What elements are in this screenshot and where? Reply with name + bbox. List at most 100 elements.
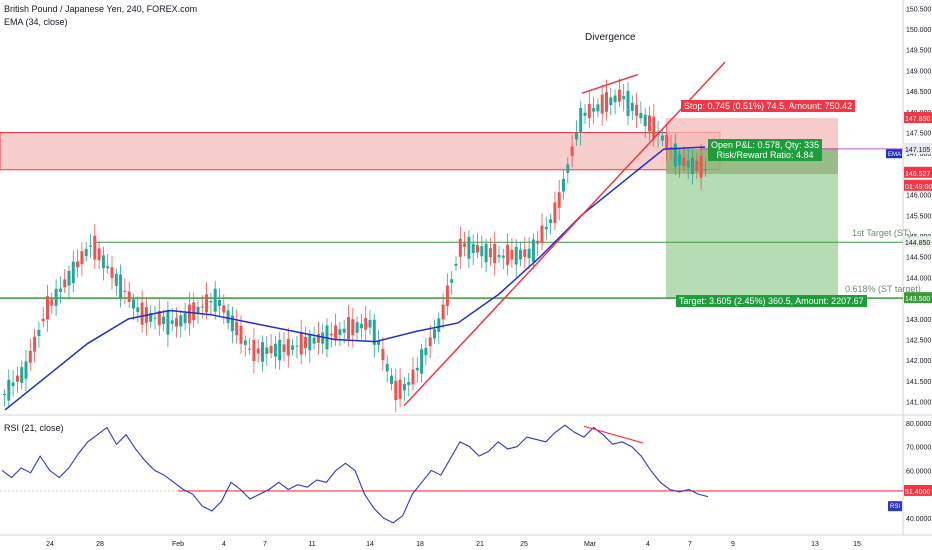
candle-body	[493, 243, 497, 264]
candle-body	[424, 347, 428, 356]
candle-body	[80, 251, 84, 265]
candle-body	[132, 299, 135, 309]
candle-body	[488, 248, 492, 258]
candle-body	[390, 375, 393, 384]
candle-body	[286, 338, 290, 356]
time-tick-label: Feb	[172, 541, 184, 548]
stop-info-label: Stop: 0.745 (0.51%) 74.5, Amount: 750.42	[681, 100, 856, 112]
candle-body	[463, 243, 467, 247]
time-tick-label: 21	[476, 541, 484, 548]
rsi-legend[interactable]: RSI (21, close)	[4, 423, 64, 433]
candle-body	[635, 104, 639, 116]
candle-body	[385, 363, 389, 372]
candle-body	[41, 318, 45, 322]
svg-text:01:49:00: 01:49:00	[905, 184, 932, 191]
candle-body	[622, 96, 626, 100]
time-tick-label: 14	[366, 541, 374, 548]
time-tick-label: 13	[811, 541, 819, 548]
candle-body	[355, 322, 359, 333]
candle-body	[282, 344, 286, 352]
candle-body	[454, 263, 458, 266]
candle-body	[58, 288, 62, 292]
price-tick-label: 147.000	[906, 151, 931, 158]
price-tick-label: 145.500	[906, 213, 931, 220]
svg-text:147.850: 147.850	[905, 116, 930, 123]
candle-body	[329, 333, 333, 336]
rsi-tick-label: 70.0000	[906, 445, 931, 452]
candle-body	[648, 115, 651, 132]
time-tick-label: 28	[96, 541, 104, 548]
candle-body	[527, 248, 531, 259]
price-tick-label: 150.000	[906, 27, 931, 34]
candle-body	[557, 192, 561, 208]
candle-body	[136, 307, 140, 313]
candle-body	[639, 112, 643, 119]
rsi-tag: RSI	[888, 501, 902, 512]
candle-body	[562, 178, 565, 192]
candle-body	[544, 226, 548, 230]
time-tick-label: 7	[688, 541, 692, 548]
candle-body	[660, 135, 664, 141]
divergence-label: Divergence	[585, 32, 636, 43]
candle-body	[106, 266, 110, 269]
candle-body	[295, 345, 299, 347]
candles	[3, 78, 707, 413]
candle-body	[256, 348, 260, 354]
candle-body	[596, 104, 600, 112]
entry-price-badge: 146.527	[904, 166, 932, 178]
candle-body	[703, 169, 707, 171]
candle-body	[368, 320, 372, 328]
candle-body	[372, 319, 376, 345]
candle-body	[501, 255, 505, 258]
candle-body	[273, 343, 277, 357]
candle-body	[613, 95, 617, 103]
candle-body	[183, 313, 187, 324]
price-tick-label: 144.000	[906, 275, 931, 282]
candle-body	[200, 306, 204, 308]
candle-body	[248, 348, 252, 350]
candle-body	[480, 246, 484, 257]
candle-body	[321, 332, 325, 344]
price-tick-label: 147.500	[906, 131, 931, 138]
candle-body	[338, 329, 342, 335]
candle-body	[536, 240, 540, 244]
price-tick-label: 141.000	[906, 400, 931, 407]
candle-body	[235, 321, 239, 336]
price-tick-label: 150.500	[906, 6, 931, 13]
candle-body	[420, 349, 424, 374]
candle-body	[166, 309, 170, 335]
candle-body	[162, 316, 166, 324]
candle-body	[157, 310, 161, 326]
candle-body	[523, 249, 527, 257]
candle-body	[394, 380, 398, 400]
rsi-tick-label: 80.0000	[906, 421, 931, 428]
ema-legend[interactable]: EMA (34, close)	[4, 17, 68, 27]
svg-text:51.4000: 51.4000	[905, 489, 930, 496]
candle-body	[209, 300, 213, 303]
candle-body	[127, 291, 131, 303]
candle-body	[476, 245, 479, 253]
price-tick-label: 141.500	[906, 379, 931, 386]
candle-body	[574, 132, 578, 140]
candle-body	[579, 107, 583, 133]
time-tick-label: 15	[853, 541, 861, 548]
candle-body	[123, 290, 127, 292]
candle-body	[84, 248, 88, 257]
candle-body	[3, 394, 6, 396]
candle-body	[549, 219, 553, 224]
candle-body	[643, 114, 647, 127]
trendline	[403, 61, 726, 407]
candle-body	[682, 157, 686, 167]
candle-body	[46, 296, 49, 320]
candle-body	[587, 104, 591, 119]
candle-body	[140, 302, 144, 325]
open-pl-text: Open P&L: 0.578, Qty: 335	[711, 140, 820, 150]
candle-body	[316, 333, 320, 343]
candle-body	[252, 340, 256, 362]
candle-body	[497, 254, 501, 258]
candle-body	[28, 350, 32, 363]
symbol-title: British Pound / Japanese Yen, 240, FOREX…	[4, 4, 198, 14]
candle-body	[583, 112, 587, 116]
candle-body	[691, 157, 694, 175]
